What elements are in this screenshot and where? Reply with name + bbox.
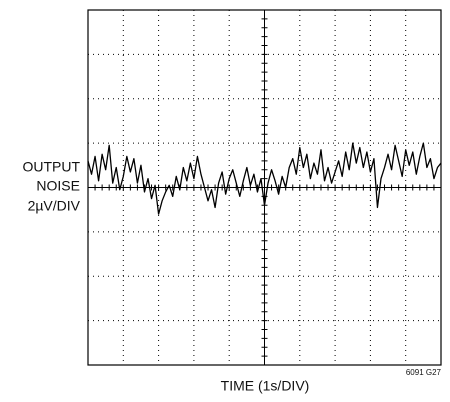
noise-trace (87, 142, 442, 215)
plot-frame (87, 9, 442, 366)
y-label: NOISE (36, 178, 80, 194)
y-label: 2µV/DIV (28, 198, 81, 214)
figure-code: 6091 G27 (406, 368, 442, 377)
y-label: OUTPUT (22, 159, 80, 175)
x-label: TIME (1s/DIV) (221, 378, 310, 394)
